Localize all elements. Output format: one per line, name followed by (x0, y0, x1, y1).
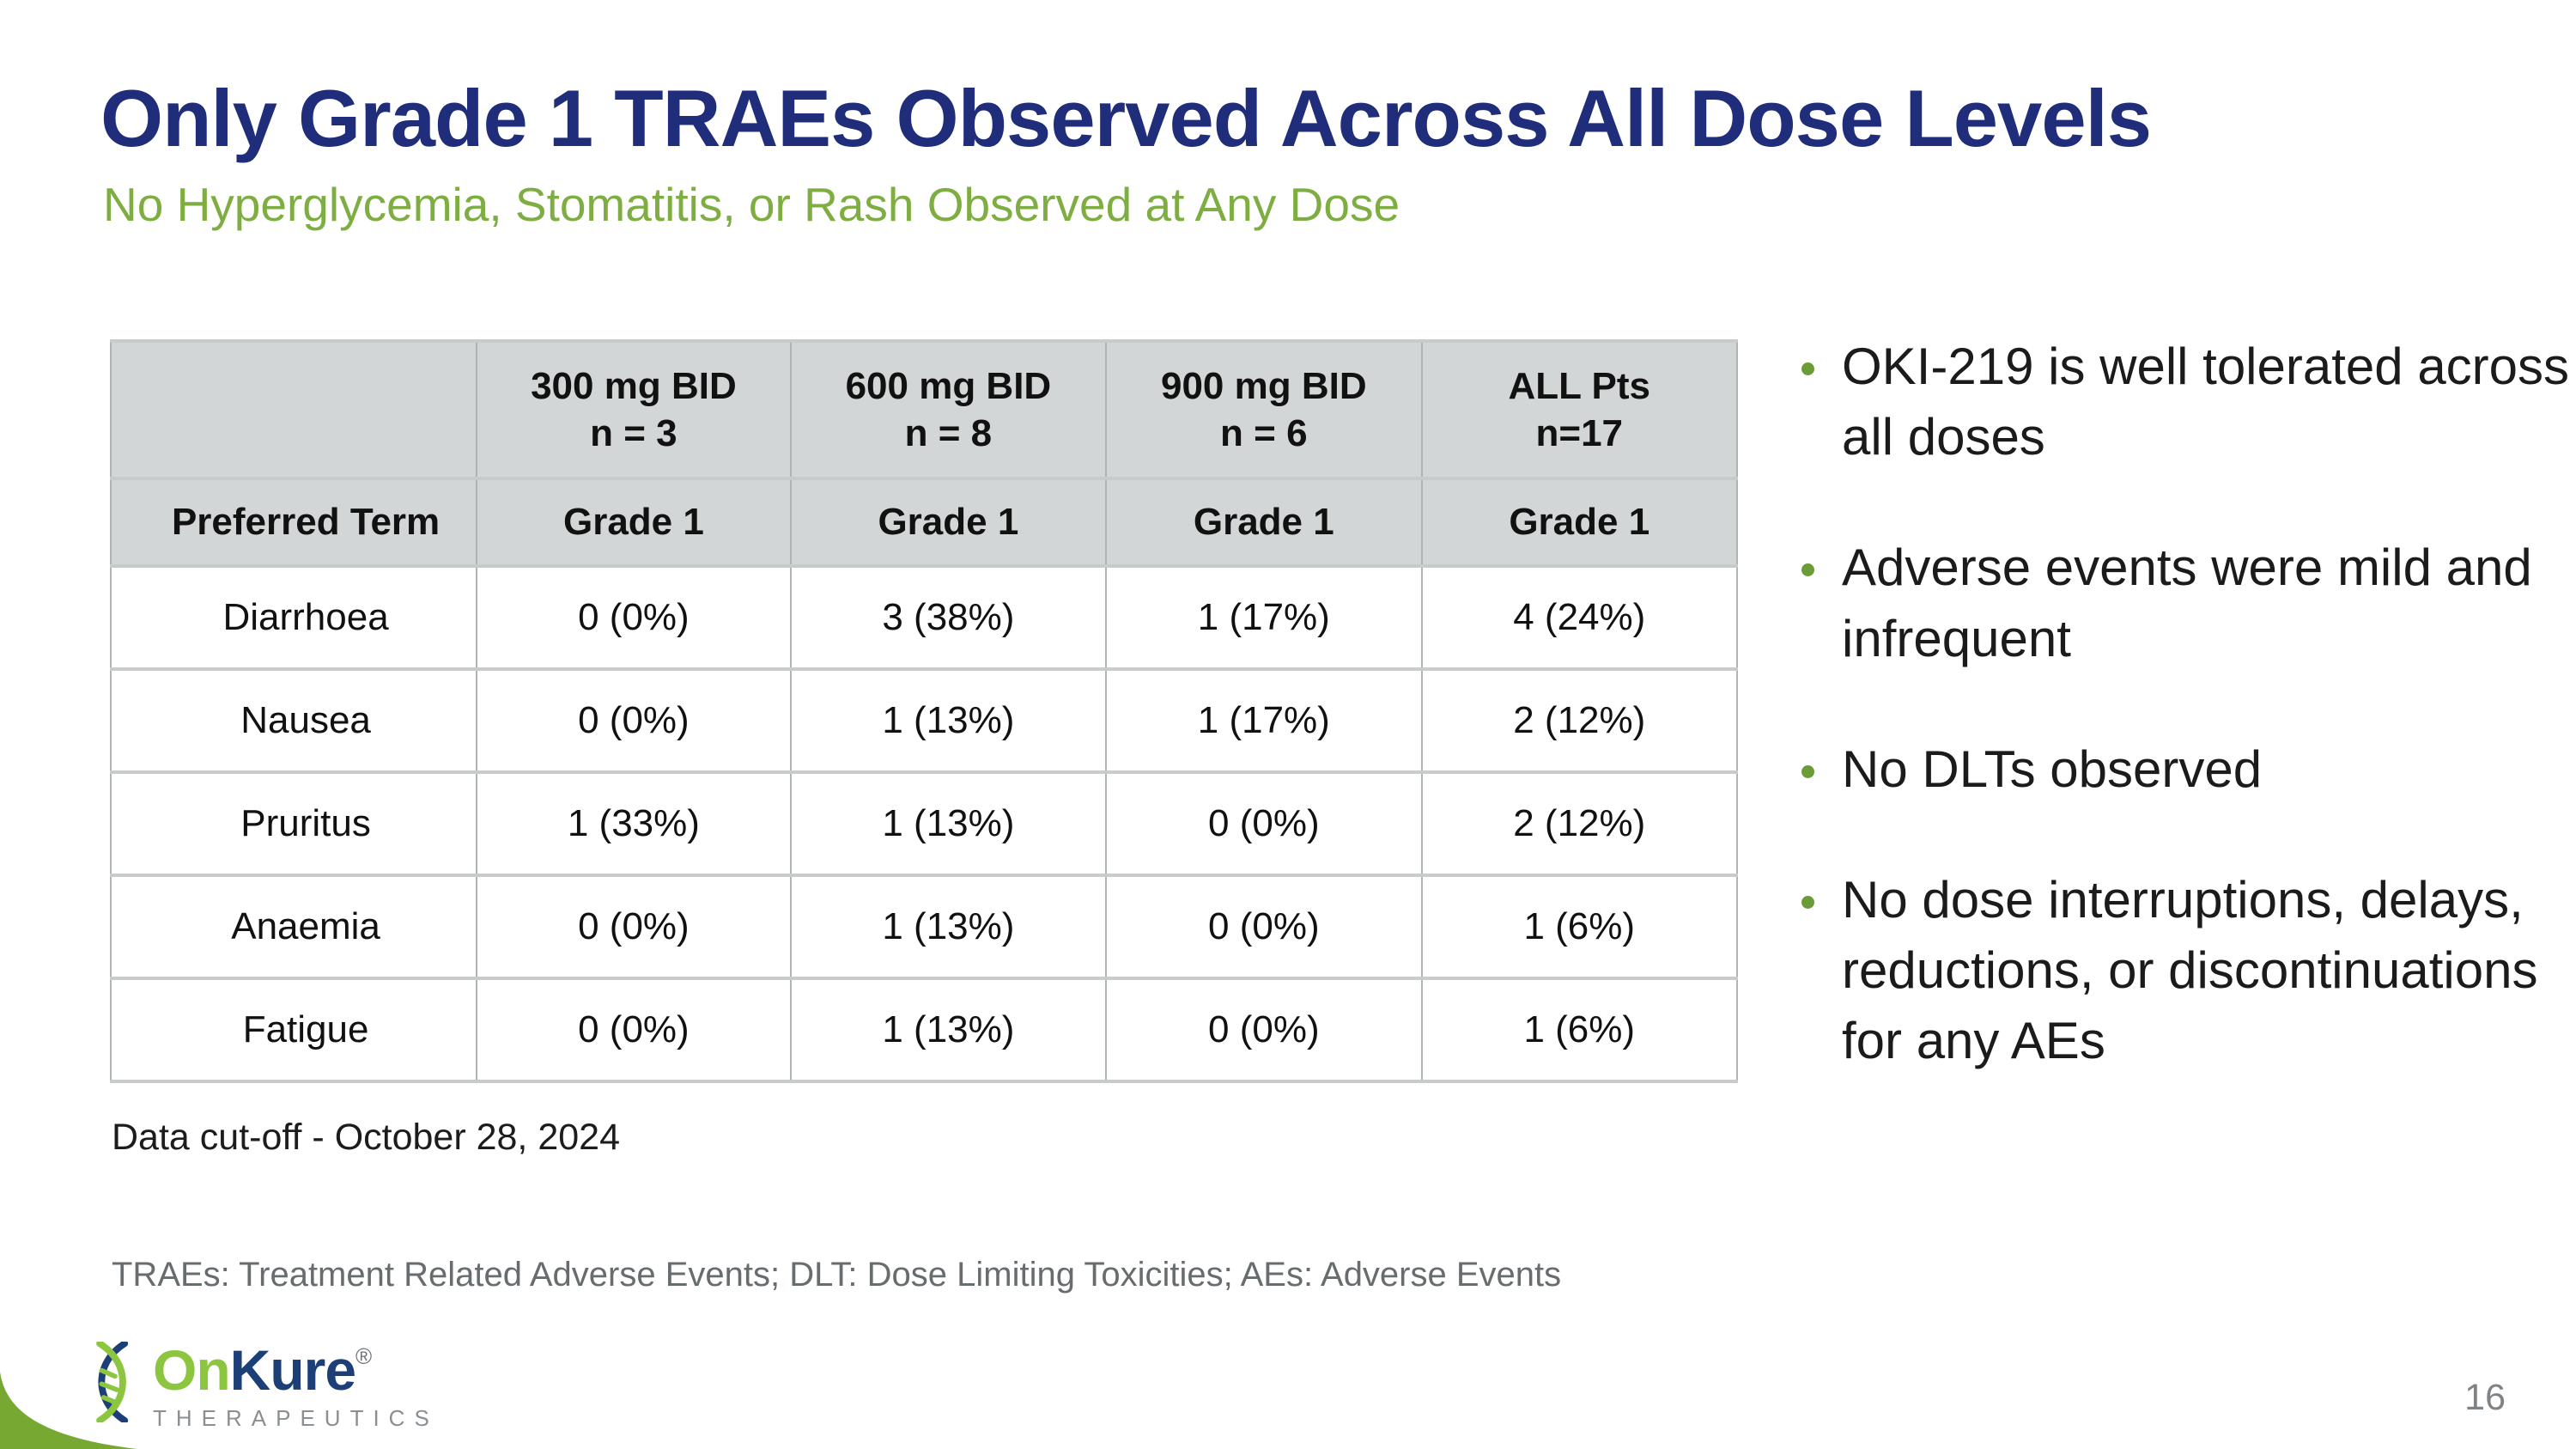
value-cell: 0 (0%) (476, 667, 792, 774)
table-header-dose-row: 300 mg BID n = 3 600 mg BID n = 8 900 mg… (109, 339, 1739, 480)
table-row: Fatigue 0 (0%) 1 (13%) 0 (0%) 1 (6%) (109, 977, 1739, 1083)
empty-corner-cell (109, 339, 478, 480)
logo-tagline: THERAPEUTICS (153, 1405, 439, 1431)
abbreviations-footnote: TRAEs: Treatment Related Adverse Events;… (112, 1256, 1562, 1294)
value-cell: 1 (13%) (789, 874, 1108, 980)
grade-header: Grade 1 (476, 477, 792, 568)
dose-label: 900 mg BID (1160, 365, 1367, 407)
grade-header: Grade 1 (789, 477, 1108, 568)
value-cell: 1 (33%) (476, 770, 792, 877)
value-cell: 2 (12%) (1420, 667, 1739, 774)
slide-subtitle: No Hyperglycemia, Stomatitis, or Rash Ob… (103, 178, 1400, 231)
logo-wordmark-on: On (153, 1338, 231, 1402)
value-cell: 0 (0%) (476, 977, 792, 1083)
registered-trademark-symbol: ® (355, 1343, 372, 1369)
bullet-dot-icon (1801, 563, 1814, 577)
value-cell: 1 (13%) (789, 770, 1108, 877)
dose-label: ALL Pts (1508, 365, 1650, 407)
logo-wordmark: OnKure® (153, 1342, 439, 1398)
dose-label: 600 mg BID (845, 365, 1052, 407)
table-row: Diarrhoea 0 (0%) 3 (38%) 1 (17%) 4 (24%) (109, 564, 1739, 671)
value-cell: 1 (13%) (789, 667, 1108, 774)
grade-header: Grade 1 (1420, 477, 1739, 568)
value-cell: 1 (17%) (1105, 564, 1423, 671)
list-item: OKI-219 is well tolerated across all dos… (1801, 332, 2570, 472)
table-row: Pruritus 1 (33%) 1 (13%) 0 (0%) 2 (12%) (109, 770, 1739, 877)
bullet-text: Adverse events were mild and infrequent (1842, 539, 2532, 667)
value-cell: 1 (6%) (1420, 977, 1739, 1083)
list-item: No DLTs observed (1801, 734, 2570, 805)
value-cell: 0 (0%) (1105, 874, 1423, 980)
dose-label: 300 mg BID (531, 365, 737, 407)
list-item: No dose interruptions, delays, reduction… (1801, 865, 2570, 1077)
bullet-text: No dose interruptions, delays, reduction… (1842, 870, 2538, 1070)
value-cell: 1 (6%) (1420, 874, 1739, 980)
value-cell: 0 (0%) (476, 564, 792, 671)
key-points-list: OKI-219 is well tolerated across all dos… (1801, 332, 2570, 1137)
value-cell: 2 (12%) (1420, 770, 1739, 877)
dose-header-all: ALL Pts n=17 (1420, 339, 1739, 480)
bullet-text: No DLTs observed (1842, 740, 2263, 798)
dose-header-900: 900 mg BID n = 6 (1105, 339, 1423, 480)
value-cell: 1 (13%) (789, 977, 1108, 1083)
value-cell: 0 (0%) (1105, 977, 1423, 1083)
slide-title: Only Grade 1 TRAEs Observed Across All D… (100, 73, 2152, 163)
n-label: n=17 (1535, 412, 1624, 454)
value-cell: 3 (38%) (789, 564, 1108, 671)
table-header-grade-row: Preferred Term Grade 1 Grade 1 Grade 1 G… (109, 477, 1739, 568)
term-cell: Diarrhoea (109, 564, 478, 671)
dna-helix-icon (96, 1342, 129, 1422)
bullet-dot-icon (1801, 764, 1814, 778)
value-cell: 0 (0%) (1105, 770, 1423, 877)
grade-header: Grade 1 (1105, 477, 1423, 568)
adverse-events-table-container: 300 mg BID n = 3 600 mg BID n = 8 900 mg… (109, 339, 1739, 1083)
list-item: Adverse events were mild and infrequent (1801, 533, 2570, 673)
bullet-dot-icon (1801, 362, 1814, 375)
n-label: n = 6 (1220, 412, 1308, 454)
bullet-text: OKI-219 is well tolerated across all dos… (1842, 338, 2570, 466)
value-cell: 1 (17%) (1105, 667, 1423, 774)
dose-header-300: 300 mg BID n = 3 (476, 339, 792, 480)
page-number: 16 (2464, 1377, 2506, 1418)
logo-wordmark-kure: Kure (229, 1338, 356, 1402)
data-cutoff-note: Data cut-off - October 28, 2024 (112, 1117, 620, 1158)
n-label: n = 3 (590, 412, 677, 454)
term-cell: Nausea (109, 667, 478, 774)
bullet-dot-icon (1801, 895, 1814, 909)
logo-text-block: OnKure® THERAPEUTICS (153, 1342, 439, 1432)
table-row: Anaemia 0 (0%) 1 (13%) 0 (0%) 1 (6%) (109, 874, 1739, 980)
term-cell: Anaemia (109, 874, 478, 980)
value-cell: 0 (0%) (476, 874, 792, 980)
dose-header-600: 600 mg BID n = 8 (789, 339, 1108, 480)
table-row: Nausea 0 (0%) 1 (13%) 1 (17%) 2 (12%) (109, 667, 1739, 774)
term-cell: Fatigue (109, 977, 478, 1083)
term-cell: Pruritus (109, 770, 478, 877)
onkure-logo: OnKure® THERAPEUTICS (86, 1342, 439, 1432)
preferred-term-header: Preferred Term (109, 477, 478, 568)
value-cell: 4 (24%) (1420, 564, 1739, 671)
adverse-events-table: 300 mg BID n = 3 600 mg BID n = 8 900 mg… (109, 339, 1739, 1083)
green-corner-swoosh (0, 1372, 137, 1449)
n-label: n = 8 (904, 412, 993, 454)
